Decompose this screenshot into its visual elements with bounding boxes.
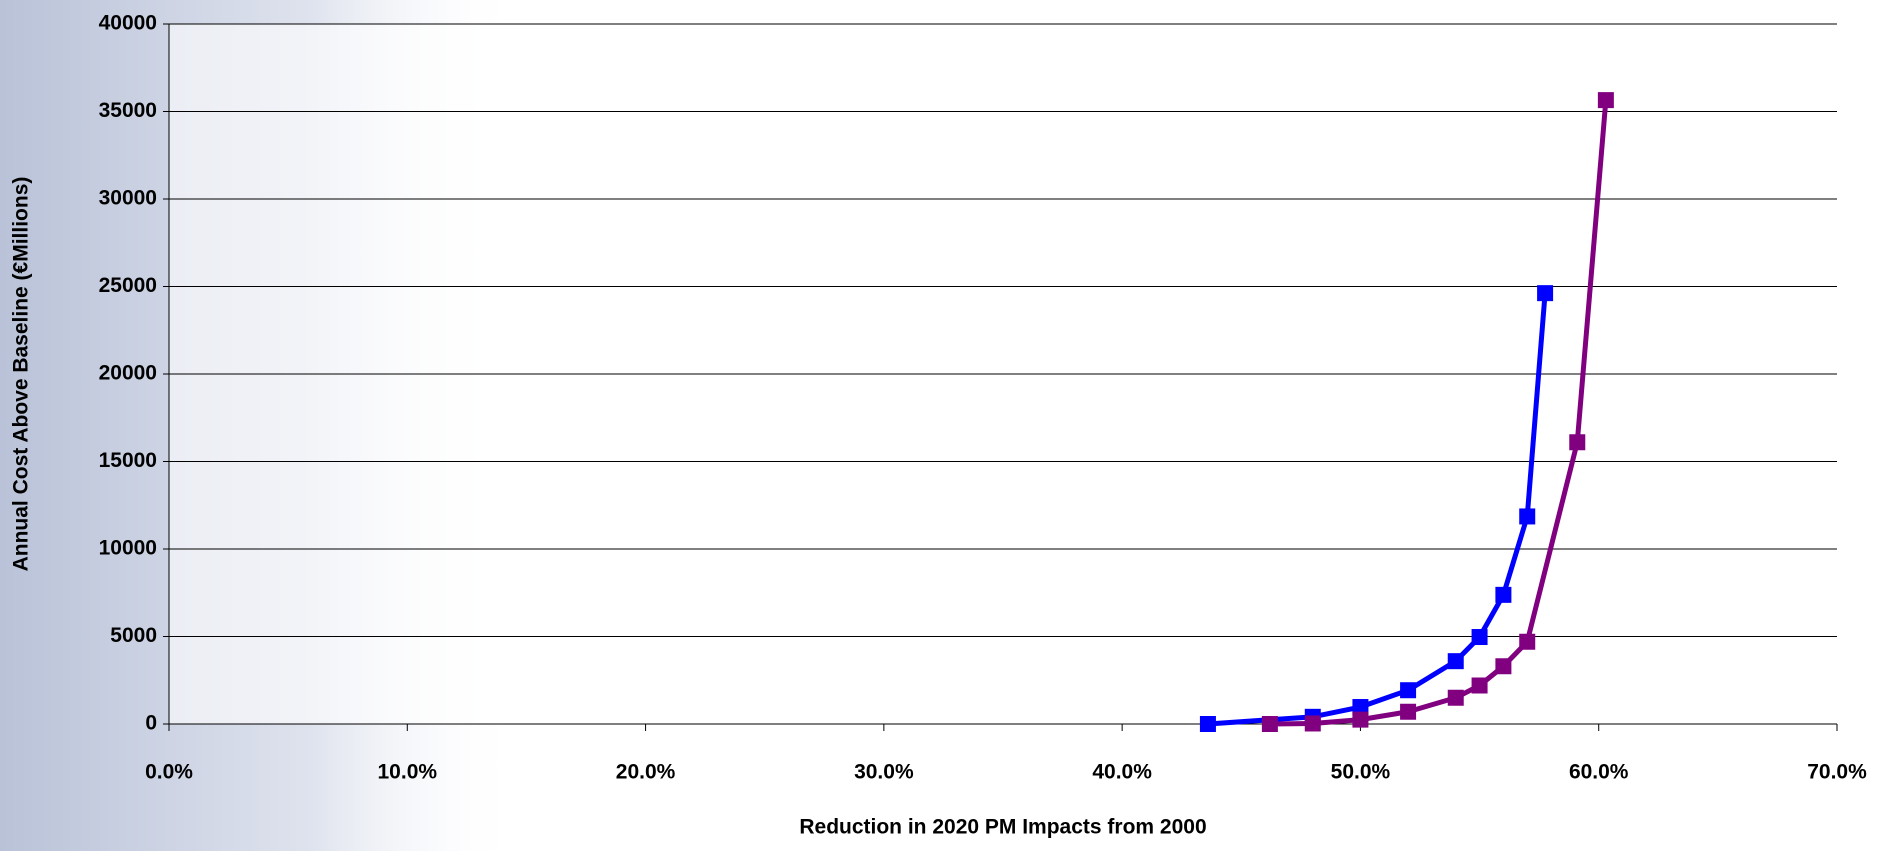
marker [1495, 658, 1512, 675]
x-tick-label: 0.0% [145, 761, 193, 784]
y-tick-label: 40000 [99, 12, 157, 35]
x-tick-label: 40.0% [1092, 761, 1152, 784]
y-tick-label: 20000 [99, 362, 157, 385]
marker [1519, 633, 1536, 650]
y-axis-label: Annual Cost Above Baseline (€Millions) [10, 177, 33, 572]
marker [1537, 285, 1554, 302]
y-tick-label: 15000 [99, 449, 157, 472]
y-tick-label: 35000 [99, 99, 157, 122]
x-tick-label: 20.0% [616, 761, 676, 784]
series-line [1269, 99, 1609, 727]
marker [1569, 434, 1586, 451]
y-tick-label: 10000 [99, 537, 157, 560]
x-tick-label: 60.0% [1569, 761, 1629, 784]
marker [1519, 508, 1536, 525]
marker [1199, 716, 1216, 732]
marker [1597, 92, 1614, 109]
marker [1471, 629, 1488, 646]
y-tick-label: 5000 [110, 624, 157, 647]
marker [1261, 716, 1278, 732]
y-tick-label: 25000 [99, 274, 157, 297]
marker [1352, 699, 1369, 716]
y-tick-label: 30000 [99, 187, 157, 210]
marker [1471, 677, 1488, 694]
marker [1304, 715, 1321, 732]
x-axis-label: Reduction in 2020 PM Impacts from 2000 [799, 816, 1206, 839]
marker [1447, 653, 1464, 670]
marker [1495, 586, 1512, 603]
marker [1400, 682, 1417, 699]
x-tick-label: 30.0% [854, 761, 914, 784]
x-tick-label: 70.0% [1807, 761, 1867, 784]
marker [1400, 703, 1417, 720]
y-tick-label: 0 [145, 712, 157, 735]
marker [1352, 711, 1369, 728]
marker [1447, 689, 1464, 706]
x-tick-label: 50.0% [1331, 761, 1391, 784]
x-tick-label: 10.0% [378, 761, 438, 784]
